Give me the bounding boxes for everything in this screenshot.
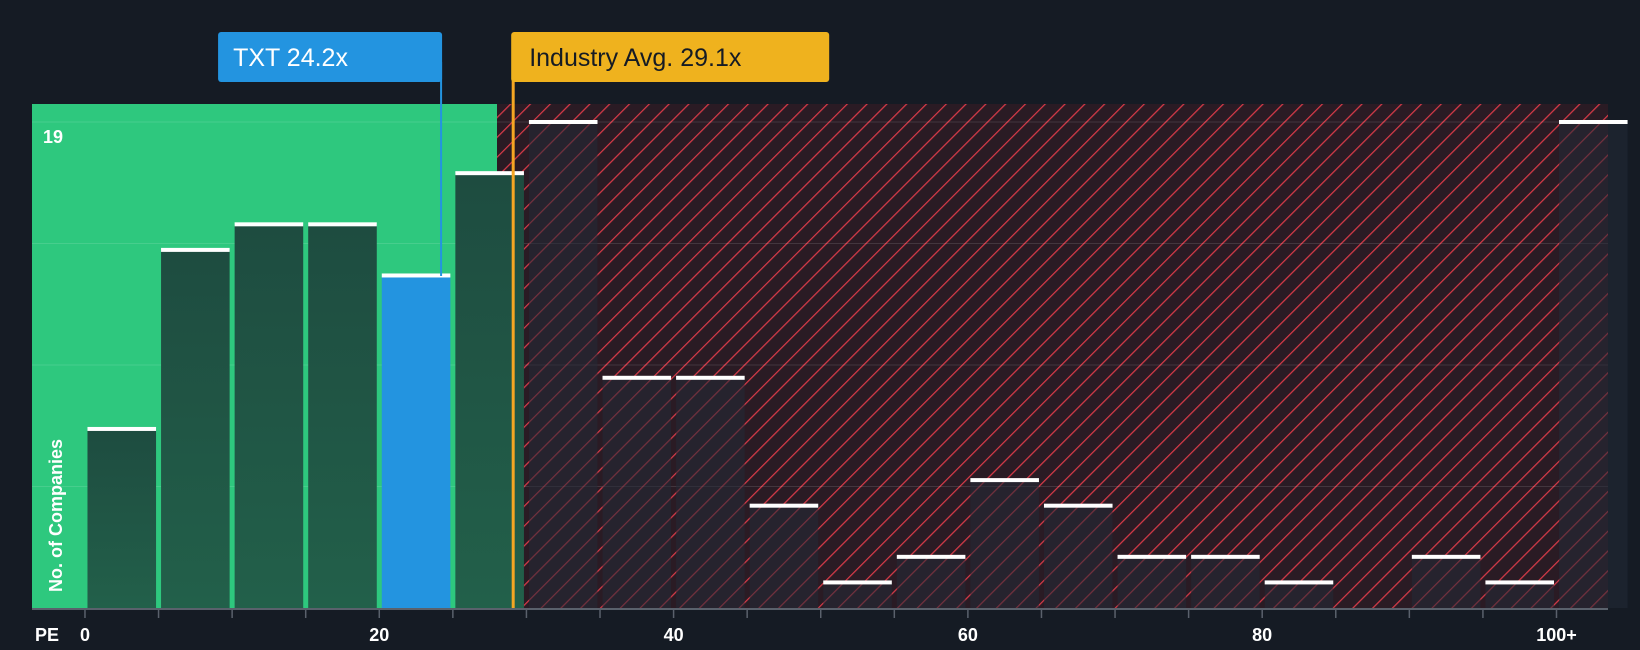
histogram-bar [602,377,672,608]
company-label-box [218,32,443,82]
industry-label: Industry Avg. 29.1x [529,44,742,72]
bar-cap [308,222,377,227]
y-max-label: 19 [43,127,63,147]
bar-cap [602,375,672,380]
x-tick-label: 20 [369,625,389,645]
bar-cap [1117,554,1187,559]
bar-cap [970,478,1039,483]
histogram-bar [87,428,157,608]
histogram-bar [1191,556,1260,608]
histogram-bar [749,505,819,608]
bar-cap [528,120,598,124]
histogram-bar [1264,582,1334,608]
x-tick-label: 40 [664,625,684,645]
x-axis-label: PE [35,625,59,645]
histogram-bar [1411,556,1481,608]
histogram-bar [1117,556,1187,608]
histogram-bar [1558,122,1628,608]
bar-cap [749,503,819,508]
y-axis-label: No. of Companies [46,439,66,592]
histogram-bar [381,275,451,608]
histogram-bar [308,224,377,608]
industry-label-box [511,32,830,82]
bar-cap [1043,503,1113,508]
x-tick-label: 0 [80,625,90,645]
histogram-bar [676,377,745,608]
bar-cap [1191,554,1260,559]
company-callout: TXT 24.2x [218,32,443,82]
histogram-bar [896,556,966,608]
x-tick-label: 100+ [1536,625,1577,645]
bar-cap [676,375,745,380]
bar-cap [381,273,451,278]
histogram-bar [1043,505,1113,608]
bar-cap [896,554,966,559]
bar-cap [234,222,304,227]
histogram-bar [528,122,598,608]
histogram-bar [161,249,230,609]
bars [87,120,1628,609]
histogram-bar [1485,582,1554,608]
bar-cap [823,580,892,585]
bar-cap [1411,554,1481,559]
bar-cap [1264,580,1334,585]
histogram-bar [234,224,304,608]
bar-cap [1558,120,1628,124]
company-label: TXT 24.2x [233,44,348,72]
x-tick-label: 60 [958,625,978,645]
bar-cap [1485,580,1554,585]
bar-cap [161,247,230,252]
bar-cap [455,171,524,176]
x-axis-ticks: 0 20 40 60 80 100+ [80,608,1577,645]
histogram-bar [823,582,892,608]
industry-callout: Industry Avg. 29.1x [511,32,830,82]
bar-cap [87,426,157,431]
histogram-bar [970,480,1039,608]
x-tick-label: 80 [1252,625,1272,645]
